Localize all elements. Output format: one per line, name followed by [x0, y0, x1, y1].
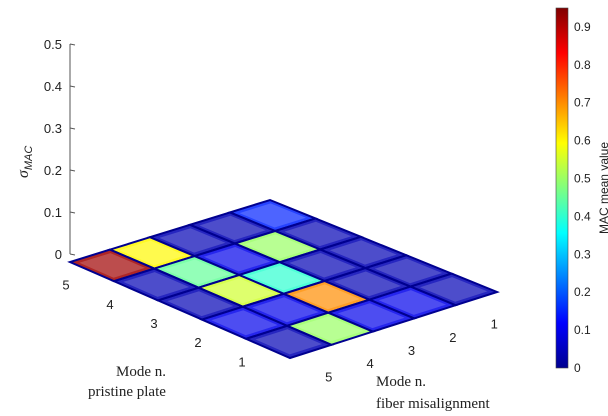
colorbar-tick-label: 0.6 [574, 134, 591, 148]
colorbar-tick-label: 0 [574, 361, 581, 375]
plate-cell-highlight [296, 316, 364, 342]
plate-cell-highlight [420, 277, 488, 302]
y-tick-label: 5 [62, 278, 69, 293]
z-tick-label: 0.3 [44, 121, 62, 136]
colorbar-tick-label: 0.8 [574, 58, 591, 72]
plate-cell-highlight [289, 253, 356, 278]
x-axis-ticks: 1 2 3 4 5 [325, 317, 498, 385]
plate-cell-highlight [337, 303, 405, 329]
plate-cell-highlight [79, 253, 145, 278]
colorbar-gradient [555, 7, 569, 369]
plate-cell-highlight [239, 203, 306, 228]
colorbar-tick-label: 0.9 [574, 20, 591, 34]
z-tick-mark [69, 169, 76, 172]
colorbar-tick-label: 0.3 [574, 247, 591, 261]
z-tick-label: 0 [55, 247, 62, 262]
plate-cell-highlight [159, 228, 226, 253]
plate-cell [243, 324, 335, 360]
colorbar-tick-label: 0.5 [574, 172, 591, 186]
plate-cell-highlight [293, 284, 360, 310]
plate-cell-highlight [211, 310, 278, 336]
y-tick-label: 3 [150, 316, 157, 331]
plate-cell-highlight [334, 271, 401, 297]
x-axis-title-line1: Mode n. [376, 374, 426, 390]
y-axis-title-line1: Mode n. [116, 364, 166, 380]
plate-cell-highlight [374, 258, 443, 284]
colorbar-tick-label: 0.7 [574, 96, 591, 110]
z-tick-label: 0.1 [44, 205, 62, 220]
z-tick-mark [69, 43, 76, 46]
x-tick-label: 3 [408, 343, 415, 358]
colorbar-label: MAC mean value [597, 142, 608, 234]
z-axis: 0 0.1 0.2 0.3 0.4 0.5 [44, 37, 76, 262]
colorbar-tick-label: 0.2 [574, 285, 591, 299]
y-axis-ticks: 1 2 3 4 5 [62, 278, 245, 370]
x-tick-label: 4 [366, 356, 373, 371]
y-tick-label: 4 [106, 297, 113, 312]
x-tick-label: 5 [325, 369, 332, 384]
colorbar-tick-label: 0.1 [574, 323, 591, 337]
y-axis-title-line2: pristine plate [88, 384, 166, 400]
plate-cell-highlight [378, 290, 447, 315]
colorbar-tick-label: 0.4 [574, 209, 591, 223]
x-tick-label: 2 [449, 330, 456, 345]
z-tick-label: 0.5 [44, 37, 62, 52]
plate-cell-highlight [329, 240, 397, 265]
plate-cell-highlight [207, 278, 275, 304]
z-tick-label: 0.2 [44, 163, 62, 178]
z-tick-mark [69, 127, 76, 130]
z-tick-mark [69, 211, 76, 214]
z-axis-label: σMAC [15, 146, 35, 178]
plate-cell-highlight [244, 234, 311, 259]
plate-cell-highlight [284, 221, 352, 247]
z-tick-mark [69, 253, 76, 256]
plate-grid [67, 198, 500, 360]
plate-cell-highlight [123, 272, 190, 297]
plate-cell-highlight [199, 215, 266, 241]
y-tick-label: 1 [238, 354, 245, 369]
plate-cell-highlight [255, 329, 322, 355]
plate-cell-highlight [203, 247, 271, 272]
z-tick-label: 0.4 [44, 79, 62, 94]
plate-cell-highlight [248, 265, 316, 291]
plate-cell-highlight [252, 297, 319, 323]
x-tick-label: 1 [491, 317, 498, 332]
y-tick-label: 2 [194, 335, 201, 350]
plate-cell-highlight [163, 259, 230, 285]
z-tick-mark [69, 85, 76, 88]
colorbar: 0 0.1 0.2 0.3 0.4 0.5 0.6 0.7 0.8 0.9 MAC mean va… [555, 7, 608, 375]
x-axis-title-line2: fiber misalignment [376, 396, 491, 412]
plate-cell-highlight [119, 240, 186, 266]
plate-cell-highlight [167, 291, 234, 317]
